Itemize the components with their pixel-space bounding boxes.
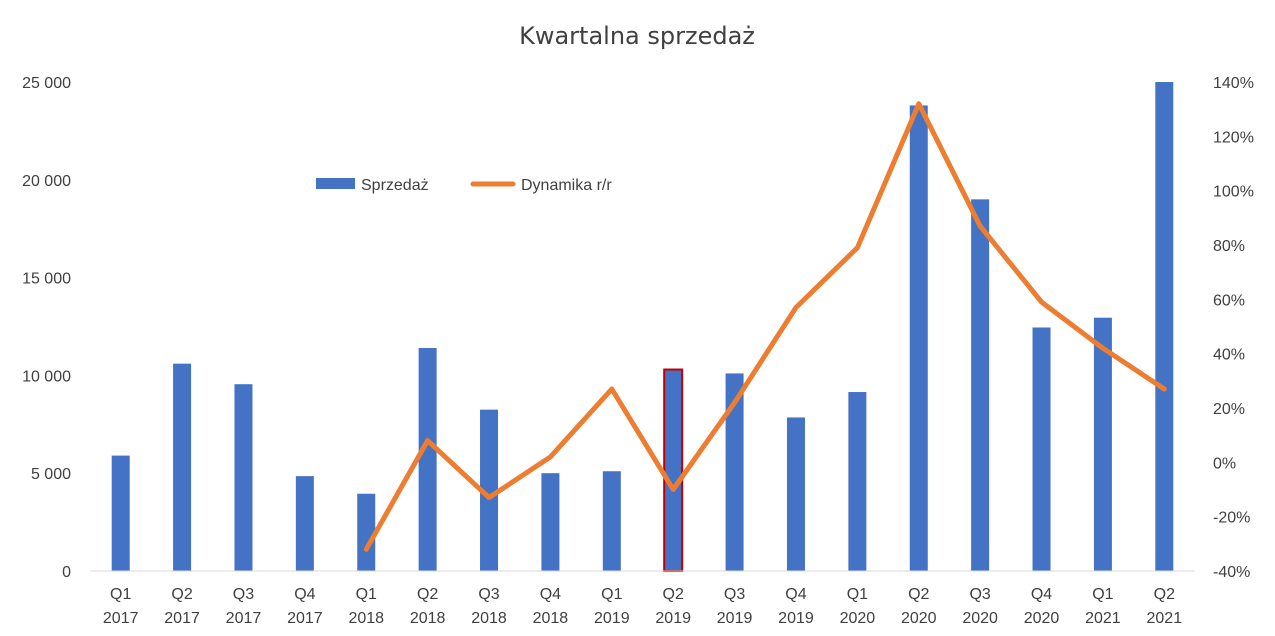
bar (111, 455, 130, 571)
left-tick-label: 15 000 (22, 271, 71, 288)
right-tick-label: 0% (1213, 455, 1236, 472)
category-year-label: 2018 (471, 610, 507, 627)
category-year-label: 2020 (1024, 610, 1060, 627)
line-series (363, 101, 1167, 552)
category-quarter-label: Q1 (601, 586, 622, 603)
left-axis: 0 5 000 10 000 15 000 20 000 25 000 (22, 75, 71, 581)
category-year-label: 2021 (1085, 610, 1121, 627)
bar (971, 199, 990, 572)
right-tick-label: -40% (1213, 564, 1250, 581)
bar-highlighted (663, 368, 684, 573)
category-year-label: 2019 (778, 610, 814, 627)
bar (848, 392, 867, 571)
category-year-label: 2017 (226, 610, 262, 627)
legend-label-line: Dynamika r/r (521, 177, 612, 194)
category-year-label: 2019 (594, 610, 630, 627)
category-quarter-label: Q4 (785, 586, 806, 603)
right-tick-label: 140% (1213, 75, 1254, 92)
right-tick-label: 60% (1213, 292, 1245, 309)
right-tick-label: 20% (1213, 401, 1245, 418)
bar (1093, 317, 1112, 571)
category-year-label: 2021 (1147, 610, 1183, 627)
category-quarter-label: Q1 (1092, 586, 1113, 603)
category-year-label: 2020 (901, 610, 937, 627)
category-quarter-label: Q3 (478, 586, 499, 603)
legend: Sprzedaż Dynamika r/r (316, 177, 612, 194)
category-quarter-label: Q1 (356, 586, 377, 603)
category-quarter-label: Q1 (847, 586, 868, 603)
category-quarter-label: Q4 (1031, 586, 1052, 603)
bar (418, 348, 437, 571)
category-quarter-label: Q4 (540, 586, 561, 603)
bar (786, 417, 805, 571)
bar (541, 473, 560, 571)
category-year-label: 2017 (103, 610, 139, 627)
category-year-label: 2019 (717, 610, 753, 627)
left-tick-label: 20 000 (22, 173, 71, 190)
line-dynamika (363, 101, 1167, 552)
category-quarter-label: Q2 (1154, 586, 1175, 603)
right-tick-label: 80% (1213, 238, 1245, 255)
bar (234, 384, 253, 571)
category-quarter-label: Q3 (969, 586, 990, 603)
left-tick-label: 0 (62, 564, 71, 581)
bar (909, 105, 928, 572)
legend-swatch-bar (316, 178, 355, 189)
category-quarter-label: Q3 (724, 586, 745, 603)
category-quarter-label: Q2 (171, 586, 192, 603)
category-quarter-label: Q2 (663, 586, 684, 603)
bar (1032, 327, 1051, 571)
category-quarter-label: Q1 (110, 586, 131, 603)
category-year-label: 2020 (962, 610, 998, 627)
category-year-label: 2018 (533, 610, 569, 627)
left-tick-label: 10 000 (22, 368, 71, 385)
right-tick-label: 100% (1213, 184, 1254, 201)
category-year-label: 2017 (287, 610, 323, 627)
category-axis: Q1 2017 Q2 2017 Q3 2017 Q4 2017 Q1 2018 Q2 2018 Q3 20… (103, 586, 1182, 627)
bar (602, 471, 621, 571)
bar (295, 476, 314, 571)
category-quarter-label: Q3 (233, 586, 254, 603)
legend-label-bar: Sprzedaż (361, 177, 429, 194)
left-tick-label: 5 000 (31, 466, 71, 483)
bar (357, 493, 376, 571)
chart-title: Kwartalna sprzedaż (519, 22, 755, 50)
right-axis: -40% -20% 0% 20% 40% 60% 80% 100% 120% 140% (1213, 75, 1254, 581)
bar (1155, 82, 1174, 571)
category-quarter-label: Q2 (417, 586, 438, 603)
category-year-label: 2019 (655, 610, 691, 627)
bar (173, 363, 192, 571)
category-year-label: 2017 (164, 610, 200, 627)
category-quarter-label: Q2 (908, 586, 929, 603)
category-year-label: 2018 (410, 610, 446, 627)
right-tick-label: 40% (1213, 347, 1245, 364)
right-tick-label: -20% (1213, 510, 1250, 527)
right-tick-label: 120% (1213, 129, 1254, 146)
bar (480, 409, 499, 571)
bar (725, 373, 744, 571)
category-year-label: 2018 (348, 610, 384, 627)
category-quarter-label: Q4 (294, 586, 315, 603)
bar-series (111, 82, 1174, 573)
category-year-label: 2020 (840, 610, 876, 627)
left-tick-label: 25 000 (22, 75, 71, 92)
